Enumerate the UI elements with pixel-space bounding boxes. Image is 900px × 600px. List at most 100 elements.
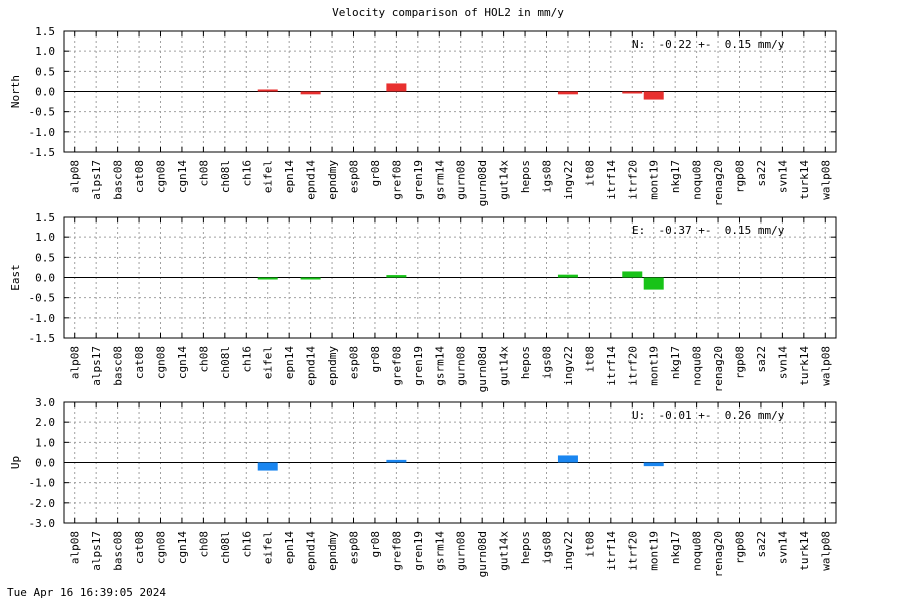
x-tick-label: igs08 [541, 346, 554, 379]
x-tick-label: noqu08 [691, 346, 704, 386]
x-tick-label: cgn14 [176, 531, 189, 564]
x-tick-label: gurn08d [476, 531, 489, 577]
x-tick-label: turk14 [798, 160, 811, 200]
x-tick-label: gr08 [369, 346, 382, 373]
x-tick-label: ingv22 [562, 346, 575, 386]
x-tick-label: mont19 [648, 160, 661, 200]
x-tick-label: renag20 [712, 160, 725, 206]
x-tick-label: gut14x [498, 346, 511, 386]
x-tick-label: hepos [519, 346, 532, 379]
x-tick-label: it08 [583, 160, 596, 187]
y-axis-label: North [9, 75, 22, 108]
x-tick-label: alp08 [69, 531, 82, 564]
x-tick-label: epn14 [283, 346, 296, 379]
x-tick-label: ch08 [197, 346, 210, 373]
y-tick-label: 1.0 [35, 45, 55, 58]
x-tick-label: sa22 [755, 160, 768, 187]
x-tick-label: svn14 [776, 346, 789, 379]
bar-ingv22 [557, 91, 578, 95]
y-axis-label: Up [9, 456, 22, 469]
y-tick-label: 0.0 [35, 272, 55, 285]
x-tick-label: gren19 [412, 531, 425, 571]
x-tick-label: epndmy [326, 531, 339, 571]
y-tick-label: -1.5 [29, 146, 56, 159]
x-tick-label: gurn08d [476, 346, 489, 392]
x-tick-label: gsrm14 [433, 346, 446, 386]
x-tick-label: gurn08 [455, 346, 468, 386]
x-tick-label: esp08 [348, 160, 361, 193]
bar-eifel [257, 462, 278, 471]
x-tick-label: it08 [583, 531, 596, 558]
x-tick-label: eifel [262, 346, 275, 379]
panel-north: 1.5 1.0 0.5 0.0 -0.5 -1.0 -1.5 alp08 alps17 basc0… [9, 25, 837, 206]
x-tick-label: rgp08 [734, 346, 747, 379]
x-tick-label: cat08 [133, 160, 146, 193]
x-tick-label: svn14 [776, 160, 789, 193]
x-tick-label: gut14x [498, 531, 511, 571]
x-tick-label: gren19 [412, 160, 425, 200]
y-tick-label: -0.5 [29, 292, 56, 305]
x-tick-label: itrf20 [626, 531, 639, 571]
x-tick-label: alps17 [90, 531, 103, 571]
y-tick-label: 0.0 [35, 457, 55, 470]
bar-ingv22 [557, 274, 578, 278]
bar-itrf20 [622, 91, 643, 94]
x-tick-label: alps17 [90, 346, 103, 386]
x-tick-label: itrf14 [605, 160, 618, 200]
x-tick-label: ingv22 [562, 531, 575, 571]
bar-mont19 [643, 91, 664, 100]
y-tick-label: 0.0 [35, 86, 55, 99]
x-tick-label: eifel [262, 160, 275, 193]
x-tick-label: esp08 [348, 531, 361, 564]
x-tick-label: turk14 [798, 346, 811, 386]
panel-east: 1.5 1.0 0.5 0.0 -0.5 -1.0 -1.5 alp08 alps17 basc0… [9, 211, 837, 392]
y-tick-label: 0.5 [35, 65, 55, 78]
x-tick-label: svn14 [776, 531, 789, 564]
x-tick-label: epnd14 [305, 531, 318, 571]
bar-mont19 [643, 462, 664, 467]
x-tick-label: ch16 [240, 531, 253, 558]
x-tick-label: nkg17 [669, 346, 682, 379]
x-tick-label: renag20 [712, 531, 725, 577]
x-tick-label: mont19 [648, 531, 661, 571]
x-tick-label: cat08 [133, 531, 146, 564]
x-tick-label: ch16 [240, 346, 253, 373]
x-tick-label: rgp08 [734, 531, 747, 564]
y-tick-label: 2.0 [35, 416, 55, 429]
x-tick-label: gurn08 [455, 531, 468, 571]
x-tick-label: gref08 [390, 160, 403, 200]
x-tick-label: igs08 [541, 531, 554, 564]
x-tick-label: sa22 [755, 346, 768, 373]
x-tick-label: turk14 [798, 531, 811, 571]
x-tick-label: nkg17 [669, 531, 682, 564]
x-tick-label: walp08 [819, 531, 832, 571]
x-tick-label: epndmy [326, 160, 339, 200]
x-tick-label: it08 [583, 346, 596, 373]
y-tick-label: -0.5 [29, 106, 56, 119]
x-tick-label: cgn08 [155, 346, 168, 379]
bar-eifel [257, 277, 278, 280]
x-tick-label: ingv22 [562, 160, 575, 200]
x-tick-label: epn14 [283, 160, 296, 193]
y-tick-label: -2.0 [29, 497, 56, 510]
x-tick-label: igs08 [541, 160, 554, 193]
x-tick-label: gref08 [390, 346, 403, 386]
x-tick-label: cgn08 [155, 531, 168, 564]
x-tick-label: itrf20 [626, 160, 639, 200]
panel-up: 3.0 2.0 1.0 0.0 -1.0 -2.0 -3.0 alp08 alps17 basc0… [9, 396, 837, 577]
x-tick-label: itrf14 [605, 346, 618, 386]
bar-eifel [257, 89, 278, 92]
x-tick-label: cgn14 [176, 346, 189, 379]
x-tick-label: gr08 [369, 160, 382, 187]
bar-epnd14 [300, 277, 321, 280]
x-tick-label: noqu08 [691, 531, 704, 571]
x-tick-label: ch16 [240, 160, 253, 187]
x-tick-label: alp08 [69, 346, 82, 379]
x-tick-label: cgn14 [176, 160, 189, 193]
x-tick-label: rgp08 [734, 160, 747, 193]
x-tick-label: ch08l [219, 160, 232, 193]
y-tick-label: 1.5 [35, 211, 55, 224]
bar-epnd14 [300, 91, 321, 95]
x-tick-label: gsrm14 [433, 160, 446, 200]
